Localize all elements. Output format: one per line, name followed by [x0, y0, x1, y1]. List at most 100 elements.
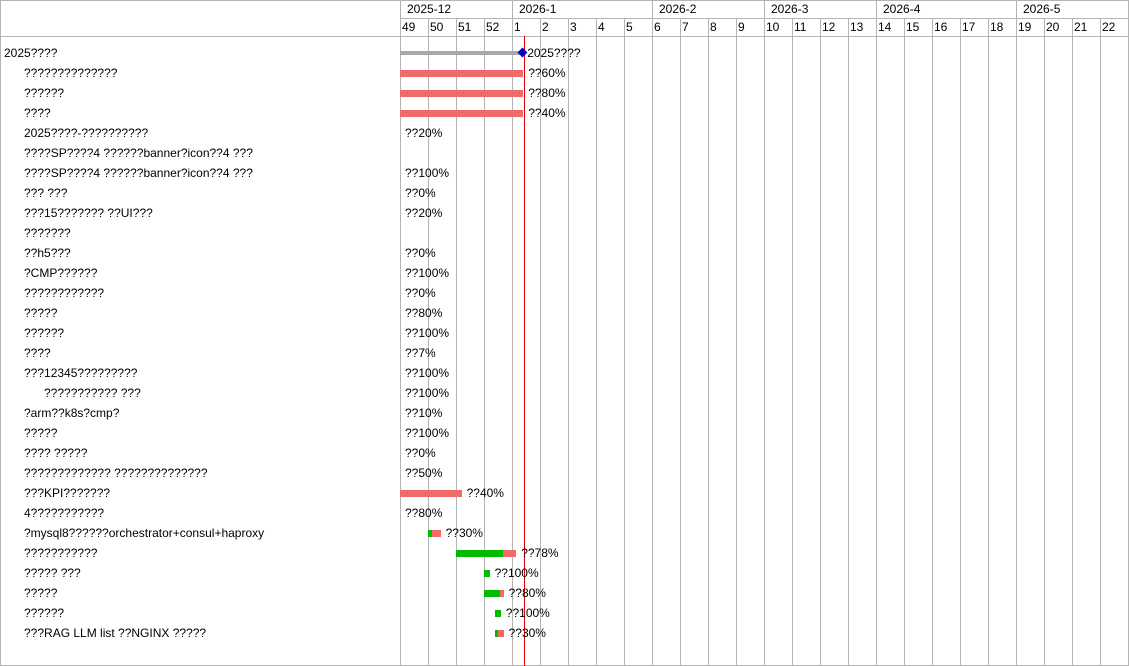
task-percent: ??7%	[405, 346, 436, 360]
task-name[interactable]: ?????	[24, 306, 58, 320]
task-progress-done[interactable]	[484, 590, 500, 597]
task-name[interactable]: ??h5???	[24, 246, 71, 260]
month-boundary-line	[876, 0, 877, 18]
week-label: 49	[402, 20, 416, 34]
task-name[interactable]: 2025????-??????????	[24, 126, 149, 140]
week-label: 16	[934, 20, 948, 34]
task-percent: ??20%	[405, 126, 443, 140]
week-grid-line	[680, 18, 681, 666]
task-name[interactable]: ???????	[24, 226, 71, 240]
task-percent: ??80%	[405, 506, 443, 520]
timeline-left-border	[400, 0, 401, 666]
task-percent: ??40%	[466, 486, 504, 500]
task-progress-remaining[interactable]	[400, 110, 524, 117]
week-grid-line	[988, 18, 989, 666]
task-progress-remaining[interactable]	[499, 590, 504, 597]
task-name[interactable]: ????????????? ??????????????	[24, 466, 208, 480]
month-label: 2026-1	[519, 2, 557, 16]
task-progress-remaining[interactable]	[400, 70, 524, 77]
task-name[interactable]: ?mysql8??????orchestrator+consul+haproxy	[24, 526, 265, 540]
task-name[interactable]: ?arm??k8s?cmp?	[24, 406, 120, 420]
task-name[interactable]: ????? ???	[24, 566, 81, 580]
task-name[interactable]: ????????????	[24, 286, 105, 300]
task-name[interactable]: ???12345?????????	[24, 366, 138, 380]
task-percent: ??30%	[508, 626, 546, 640]
week-grid-line	[540, 18, 541, 666]
header-bottom-divider	[0, 36, 1129, 37]
week-label: 18	[990, 20, 1004, 34]
task-progress-remaining[interactable]	[502, 550, 517, 557]
task-name[interactable]: ??????????? ???	[44, 386, 141, 400]
week-label: 8	[710, 20, 717, 34]
task-name[interactable]: ??????	[24, 326, 65, 340]
week-label: 5	[626, 20, 633, 34]
task-percent: ??80%	[528, 86, 566, 100]
task-name[interactable]: ????	[24, 106, 51, 120]
summary-bar[interactable]	[400, 51, 524, 55]
task-percent: ??30%	[445, 526, 483, 540]
week-grid-line	[624, 18, 625, 666]
task-percent: ??50%	[405, 466, 443, 480]
week-label: 13	[850, 20, 864, 34]
week-label: 21	[1074, 20, 1088, 34]
task-name[interactable]: ?CMP??????	[24, 266, 98, 280]
task-progress-remaining[interactable]	[431, 530, 441, 537]
week-grid-line	[428, 18, 429, 666]
task-name[interactable]: ???? ?????	[24, 446, 88, 460]
task-percent: ??100%	[405, 326, 450, 340]
week-grid-line	[848, 18, 849, 666]
task-progress-done[interactable]	[428, 530, 432, 537]
task-percent: ??20%	[405, 206, 443, 220]
task-progress-done[interactable]	[495, 610, 501, 617]
week-grid-line	[708, 18, 709, 666]
week-grid-line	[736, 18, 737, 666]
task-name[interactable]: 2025????	[4, 46, 58, 60]
week-label: 20	[1046, 20, 1060, 34]
month-label: 2026-5	[1023, 2, 1061, 16]
task-name[interactable]: ??????????????	[24, 66, 118, 80]
task-name[interactable]: 4???????????	[24, 506, 105, 520]
task-name[interactable]: ?????	[24, 426, 58, 440]
task-name[interactable]: ??????	[24, 606, 65, 620]
task-percent: ??100%	[494, 566, 539, 580]
task-progress-done[interactable]	[456, 550, 503, 557]
week-grid-line	[1072, 18, 1073, 666]
week-grid-line	[456, 18, 457, 666]
week-grid-line	[820, 18, 821, 666]
week-label: 52	[486, 20, 500, 34]
task-name[interactable]: ??? ???	[24, 186, 68, 200]
task-progress-done[interactable]	[495, 630, 498, 637]
today-marker-line	[524, 36, 525, 666]
task-name[interactable]: ????SP????4 ??????banner?icon??4 ???	[24, 166, 253, 180]
week-label: 6	[654, 20, 661, 34]
task-name[interactable]: ???KPI???????	[24, 486, 111, 500]
task-name[interactable]: ?????	[24, 586, 58, 600]
task-percent: ??0%	[405, 446, 436, 460]
week-label: 9	[738, 20, 745, 34]
task-name[interactable]: ????SP????4 ??????banner?icon??4 ???	[24, 146, 253, 160]
week-grid-line	[792, 18, 793, 666]
week-grid-line	[960, 18, 961, 666]
task-percent: ??80%	[405, 306, 443, 320]
task-name[interactable]: ???????????	[24, 546, 98, 560]
task-percent: ??100%	[405, 366, 450, 380]
month-label: 2025-12	[407, 2, 452, 16]
week-label: 15	[906, 20, 920, 34]
task-name[interactable]: ???RAG LLM list ??NGINX ?????	[24, 626, 207, 640]
month-boundary-line	[1016, 0, 1017, 18]
task-progress-remaining[interactable]	[400, 90, 524, 97]
task-progress-done[interactable]	[484, 570, 490, 577]
month-boundary-line	[512, 0, 513, 18]
task-name[interactable]: ????	[24, 346, 51, 360]
task-name[interactable]: ???15??????? ??UI???	[24, 206, 153, 220]
task-name[interactable]: ??????	[24, 86, 65, 100]
task-percent: ??100%	[405, 386, 450, 400]
task-progress-remaining[interactable]	[400, 490, 462, 497]
task-percent: ??100%	[505, 606, 550, 620]
week-grid-line	[1100, 18, 1101, 666]
week-label: 14	[878, 20, 892, 34]
task-progress-remaining[interactable]	[497, 630, 504, 637]
task-percent: ??100%	[405, 426, 450, 440]
month-boundary-line	[764, 0, 765, 18]
week-grid-line	[568, 18, 569, 666]
